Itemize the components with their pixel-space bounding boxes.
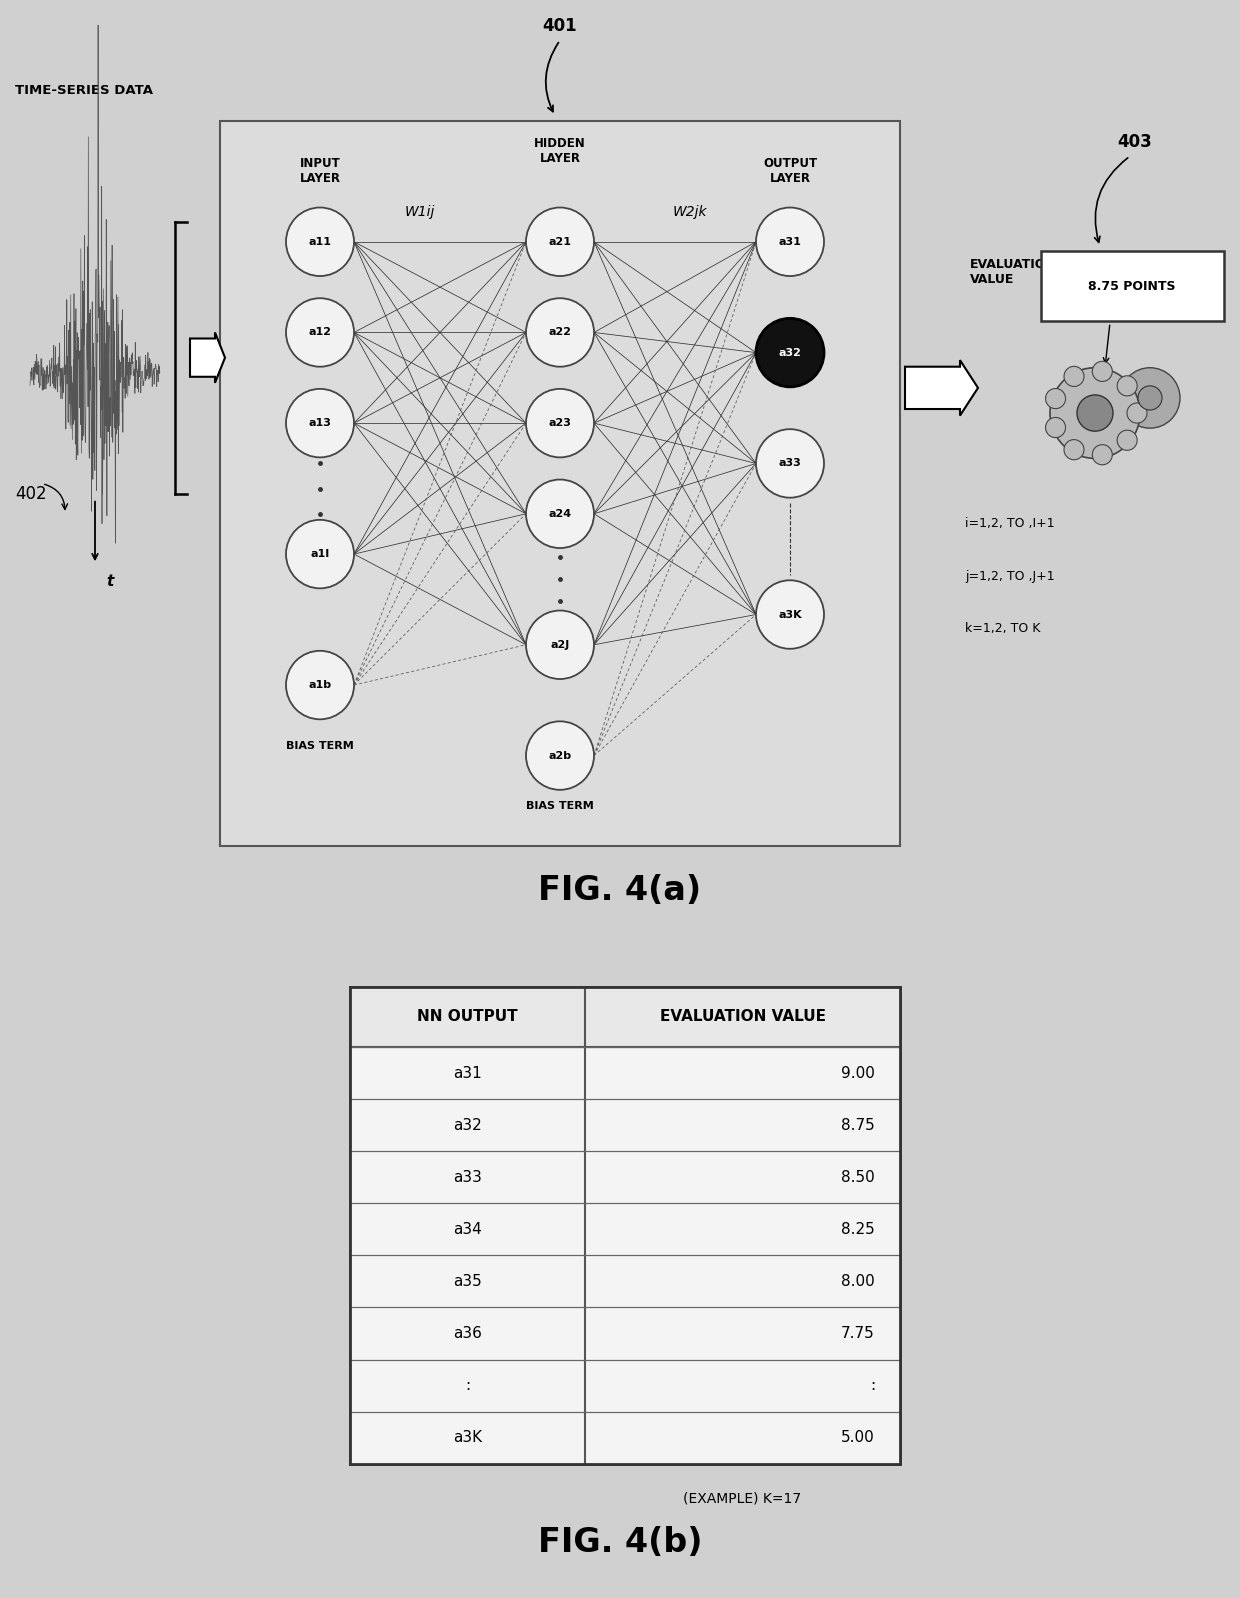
Text: a22: a22 bbox=[548, 328, 572, 337]
Text: a31: a31 bbox=[779, 237, 801, 246]
Text: OUTPUT
LAYER: OUTPUT LAYER bbox=[763, 157, 817, 185]
Text: NN OUTPUT: NN OUTPUT bbox=[417, 1010, 518, 1024]
Circle shape bbox=[286, 299, 353, 366]
Text: W2jk: W2jk bbox=[673, 205, 707, 219]
Text: BIAS TERM: BIAS TERM bbox=[526, 801, 594, 810]
Circle shape bbox=[1117, 430, 1137, 451]
FancyBboxPatch shape bbox=[1042, 251, 1224, 321]
Text: 8.50: 8.50 bbox=[841, 1170, 875, 1184]
Text: a32: a32 bbox=[779, 348, 801, 358]
Circle shape bbox=[1078, 395, 1114, 431]
Text: 403: 403 bbox=[1117, 133, 1152, 152]
Text: FIG. 4(a): FIG. 4(a) bbox=[538, 874, 702, 906]
Text: j=1,2, TO ,J+1: j=1,2, TO ,J+1 bbox=[965, 570, 1055, 583]
Text: a34: a34 bbox=[453, 1222, 482, 1237]
Text: 8.75 POINTS: 8.75 POINTS bbox=[1089, 280, 1176, 292]
Circle shape bbox=[1064, 366, 1084, 387]
Text: a2b: a2b bbox=[548, 751, 572, 761]
Circle shape bbox=[526, 479, 594, 548]
Circle shape bbox=[526, 208, 594, 276]
Text: EVALUATION VALUE: EVALUATION VALUE bbox=[660, 1010, 826, 1024]
Bar bbox=[350, 1307, 900, 1360]
Text: (EXAMPLE) K=17: (EXAMPLE) K=17 bbox=[683, 1493, 801, 1505]
Text: 8.75: 8.75 bbox=[841, 1117, 875, 1133]
Circle shape bbox=[526, 721, 594, 789]
Circle shape bbox=[526, 388, 594, 457]
Circle shape bbox=[1117, 376, 1137, 396]
Text: a32: a32 bbox=[453, 1117, 482, 1133]
Circle shape bbox=[1050, 368, 1140, 459]
Text: 5.00: 5.00 bbox=[841, 1430, 875, 1445]
Circle shape bbox=[1064, 439, 1084, 460]
FancyArrow shape bbox=[905, 360, 978, 415]
Bar bbox=[350, 988, 900, 1047]
Circle shape bbox=[286, 650, 353, 719]
Text: HIDDEN
LAYER: HIDDEN LAYER bbox=[534, 137, 585, 165]
Bar bbox=[350, 1256, 900, 1307]
Bar bbox=[219, 121, 900, 847]
Bar bbox=[350, 1203, 900, 1256]
Text: 7.75: 7.75 bbox=[841, 1326, 875, 1341]
Text: a21: a21 bbox=[548, 237, 572, 246]
Bar bbox=[350, 1360, 900, 1411]
Text: a35: a35 bbox=[453, 1274, 482, 1290]
Text: a1b: a1b bbox=[309, 681, 331, 690]
Text: EVALUATION
VALUE: EVALUATION VALUE bbox=[970, 257, 1056, 286]
Text: a11: a11 bbox=[309, 237, 331, 246]
Text: a33: a33 bbox=[453, 1170, 482, 1184]
Circle shape bbox=[1045, 388, 1065, 409]
Circle shape bbox=[1092, 361, 1112, 382]
Circle shape bbox=[526, 610, 594, 679]
Circle shape bbox=[756, 208, 825, 276]
Bar bbox=[350, 988, 900, 1464]
Circle shape bbox=[1120, 368, 1180, 428]
Text: i=1,2, TO ,I+1: i=1,2, TO ,I+1 bbox=[965, 518, 1055, 531]
Text: INPUT
LAYER: INPUT LAYER bbox=[300, 157, 341, 185]
Circle shape bbox=[756, 580, 825, 649]
Text: a31: a31 bbox=[453, 1066, 482, 1080]
Text: TIME-SERIES DATA: TIME-SERIES DATA bbox=[15, 85, 153, 97]
Text: :: : bbox=[870, 1377, 875, 1393]
Text: 401: 401 bbox=[543, 18, 578, 35]
Text: a33: a33 bbox=[779, 459, 801, 468]
Text: 8.00: 8.00 bbox=[841, 1274, 875, 1290]
Circle shape bbox=[526, 299, 594, 366]
Text: a2J: a2J bbox=[551, 639, 569, 650]
Text: a13: a13 bbox=[309, 419, 331, 428]
Circle shape bbox=[756, 318, 825, 387]
Text: :: : bbox=[465, 1377, 470, 1393]
Circle shape bbox=[756, 430, 825, 497]
Text: a24: a24 bbox=[548, 508, 572, 519]
Bar bbox=[350, 1099, 900, 1151]
Circle shape bbox=[286, 519, 353, 588]
Circle shape bbox=[1045, 417, 1065, 438]
Circle shape bbox=[286, 388, 353, 457]
Circle shape bbox=[1138, 385, 1162, 411]
Circle shape bbox=[1092, 444, 1112, 465]
Text: a12: a12 bbox=[309, 328, 331, 337]
Text: k=1,2, TO K: k=1,2, TO K bbox=[965, 622, 1040, 634]
Text: 8.25: 8.25 bbox=[841, 1222, 875, 1237]
Circle shape bbox=[1127, 403, 1147, 423]
Text: FIG. 4(b): FIG. 4(b) bbox=[538, 1526, 702, 1560]
Text: a3K: a3K bbox=[779, 609, 802, 620]
Text: BIAS TERM: BIAS TERM bbox=[286, 740, 353, 751]
Text: 9.00: 9.00 bbox=[841, 1066, 875, 1080]
Text: 402: 402 bbox=[15, 484, 47, 503]
FancyArrow shape bbox=[190, 332, 224, 384]
Bar bbox=[350, 1151, 900, 1203]
Text: a3K: a3K bbox=[453, 1430, 482, 1445]
Bar bbox=[350, 1047, 900, 1099]
Text: a36: a36 bbox=[453, 1326, 482, 1341]
Text: a23: a23 bbox=[548, 419, 572, 428]
Text: W1ij: W1ij bbox=[404, 205, 435, 219]
Circle shape bbox=[286, 208, 353, 276]
Text: t: t bbox=[107, 574, 114, 590]
Bar bbox=[350, 1411, 900, 1464]
Text: a1I: a1I bbox=[310, 550, 330, 559]
